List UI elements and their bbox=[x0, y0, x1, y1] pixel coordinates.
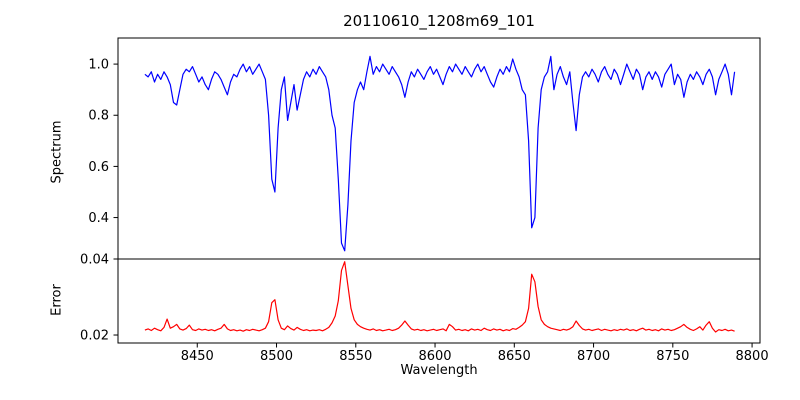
y-tick-label: 0.02 bbox=[80, 329, 109, 344]
y-tick-label: 0.8 bbox=[88, 109, 109, 124]
y-tick-label: 0.04 bbox=[80, 253, 109, 268]
x-tick-label: 8550 bbox=[339, 349, 372, 364]
y-axis-label-spectrum: Spectrum bbox=[49, 120, 65, 184]
panel-border-spectrum bbox=[117, 37, 761, 260]
x-tick-label: 8650 bbox=[498, 349, 531, 364]
x-tick-label: 8800 bbox=[736, 349, 769, 364]
chart-title: 20110610_1208m69_101 bbox=[343, 12, 535, 30]
y-tick-label: 1.0 bbox=[88, 58, 109, 73]
y-tick-label: 0.4 bbox=[88, 211, 109, 226]
panel-border-error bbox=[117, 258, 761, 344]
spectrum-line bbox=[144, 55, 736, 252]
y-tick-label: 0.6 bbox=[88, 160, 109, 175]
y-axis-label-error: Error bbox=[49, 284, 65, 316]
x-tick-label: 8450 bbox=[181, 349, 214, 364]
x-tick-label: 8500 bbox=[260, 349, 293, 364]
x-axis-label: Wavelength bbox=[400, 363, 478, 378]
error-line bbox=[144, 261, 735, 333]
x-tick-label: 8700 bbox=[577, 349, 610, 364]
x-tick-label: 8600 bbox=[418, 349, 451, 364]
x-tick-label: 8750 bbox=[656, 349, 689, 364]
